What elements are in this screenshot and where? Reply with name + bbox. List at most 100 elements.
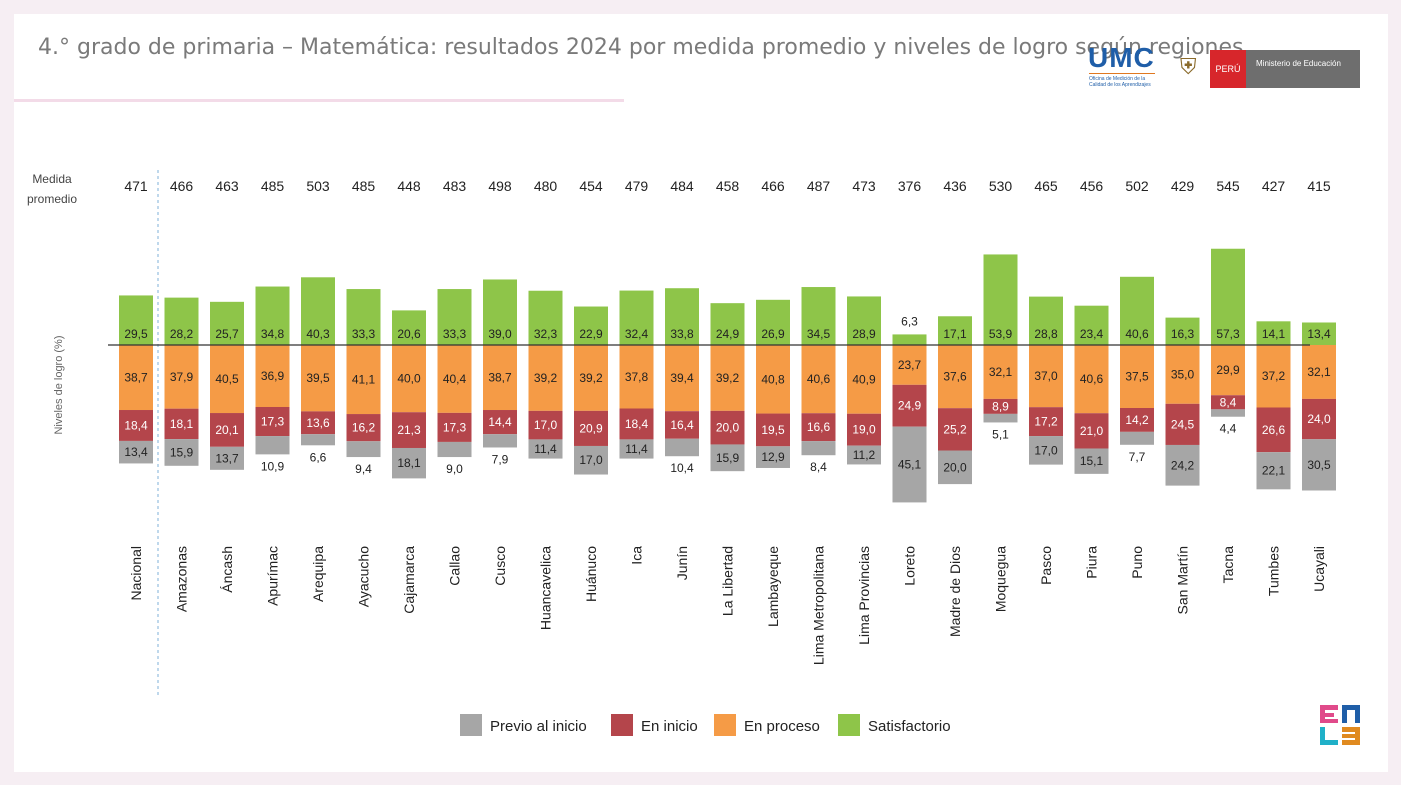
bar-previo [255, 436, 290, 455]
bar-label-inicio: 19,0 [852, 423, 876, 437]
bar-label-satisfactorio: 17,1 [943, 327, 967, 341]
bar-satisfactorio [437, 289, 472, 345]
y-axis-label: Niveles de logro (%) [53, 335, 65, 434]
bar-label-proceso: 40,4 [443, 372, 467, 386]
bar-proceso [1256, 345, 1291, 408]
bar-label-satisfactorio: 40,6 [1125, 327, 1149, 341]
enla-logo-icon [1320, 705, 1360, 745]
bar-inicio [301, 411, 335, 435]
mean-score-value: 448 [397, 178, 421, 194]
bar-label-inicio: 24,9 [898, 399, 922, 413]
bar-satisfactorio [164, 297, 199, 345]
bar-proceso [255, 345, 290, 407]
bar-label-proceso: 40,6 [1080, 372, 1104, 386]
bar-label-previo: 24,2 [1171, 458, 1195, 472]
x-tick-label: Arequipa [310, 546, 326, 602]
bar-label-inicio: 16,2 [352, 421, 376, 435]
x-tick-label: Loreto [902, 546, 918, 586]
x-tick-label: Tacna [1220, 546, 1236, 584]
bar-label-inicio: 17,0 [534, 418, 558, 432]
bar-label-satisfactorio: 33,3 [352, 327, 376, 341]
bar-label-previo: 7,7 [1129, 450, 1146, 464]
bar-inicio [210, 413, 244, 447]
bar-label-previo: 12,9 [761, 450, 785, 464]
bar-label-inicio: 17,2 [1034, 415, 1058, 429]
mean-score-value: 415 [1307, 178, 1331, 194]
bar-satisfactorio [710, 303, 745, 345]
mean-score-value: 485 [352, 178, 376, 194]
bar-label-satisfactorio: 20,6 [397, 327, 421, 341]
mean-score-value: 376 [898, 178, 922, 194]
bar-label-previo: 11,4 [625, 442, 648, 456]
umc-logo: UMC [1088, 42, 1155, 73]
bar-proceso [1211, 345, 1245, 396]
bar-satisfactorio [1074, 305, 1109, 345]
bar-satisfactorio [1029, 296, 1063, 345]
bar-previo [1029, 436, 1063, 465]
peru-label: PERÚ [1210, 50, 1246, 88]
mean-score-value: 427 [1262, 178, 1286, 194]
x-tick-label: Ucayali [1311, 546, 1327, 592]
bar-proceso [1120, 345, 1154, 408]
bar-label-proceso: 39,4 [670, 371, 694, 385]
bar-label-proceso: 38,7 [488, 371, 512, 385]
legend-swatch [611, 714, 633, 736]
bar-previo [756, 446, 790, 468]
bar-label-proceso: 40,9 [852, 372, 876, 386]
bar-label-satisfactorio: 22,9 [579, 327, 603, 341]
bar-proceso [437, 345, 472, 413]
bar-satisfactorio [983, 254, 1018, 345]
bar-label-previo: 11,2 [853, 448, 876, 462]
bar-label-previo: 17,0 [1034, 443, 1058, 457]
bar-label-proceso: 37,8 [625, 370, 649, 384]
bar-inicio [346, 414, 381, 442]
bar-label-previo: 5,1 [992, 427, 1009, 441]
bar-inicio [1211, 395, 1245, 410]
bar-proceso [346, 345, 381, 415]
bar-inicio [119, 410, 153, 441]
bar-label-inicio: 24,5 [1171, 417, 1195, 431]
bar-label-inicio: 18,4 [625, 417, 649, 431]
bar-label-satisfactorio: 40,3 [306, 327, 330, 341]
bar-inicio [756, 413, 790, 447]
bar-label-previo: 45,1 [898, 458, 922, 472]
bar-satisfactorio [483, 279, 517, 345]
bar-previo [665, 438, 699, 457]
bar-label-proceso: 36,9 [261, 369, 285, 383]
bar-inicio [392, 412, 426, 448]
bar-proceso [164, 345, 199, 409]
mean-score-value: 454 [579, 178, 603, 194]
x-tick-label: Puno [1129, 546, 1145, 579]
bar-satisfactorio [847, 296, 881, 345]
bar-satisfactorio [210, 301, 244, 345]
bar-satisfactorio [665, 288, 699, 345]
bar-label-previo: 30,5 [1307, 458, 1331, 472]
bar-previo [574, 445, 608, 475]
x-tick-label: Pasco [1038, 546, 1054, 585]
bar-label-satisfactorio: 34,5 [807, 327, 831, 341]
bar-label-previo: 7,9 [492, 452, 509, 466]
bar-label-inicio: 14,4 [488, 415, 512, 429]
legend-label: Previo al inicio [490, 718, 587, 735]
bar-previo [847, 445, 881, 465]
bar-proceso [1029, 345, 1063, 408]
bar-proceso [847, 345, 881, 414]
bar-inicio [1256, 407, 1291, 453]
bar-previo [710, 444, 745, 472]
bar-inicio [847, 413, 881, 446]
bar-previo [301, 434, 335, 446]
bar-label-inicio: 20,1 [215, 423, 239, 437]
bar-satisfactorio [1211, 248, 1245, 345]
bar-satisfactorio [346, 289, 381, 345]
bar-label-proceso: 37,5 [1125, 370, 1149, 384]
bar-previo [1074, 448, 1109, 474]
title-underline [14, 99, 624, 102]
x-tick-label: Lima Metropolitana [811, 546, 827, 665]
legend-swatch [460, 714, 482, 736]
mean-score-value: 487 [807, 178, 831, 194]
bar-label-satisfactorio: 57,3 [1216, 327, 1240, 341]
x-tick-label: Ica [629, 546, 645, 565]
bar-label-proceso: 40,8 [761, 372, 785, 386]
bar-label-previo: 13,7 [215, 451, 239, 465]
mean-score-value: 530 [989, 178, 1013, 194]
